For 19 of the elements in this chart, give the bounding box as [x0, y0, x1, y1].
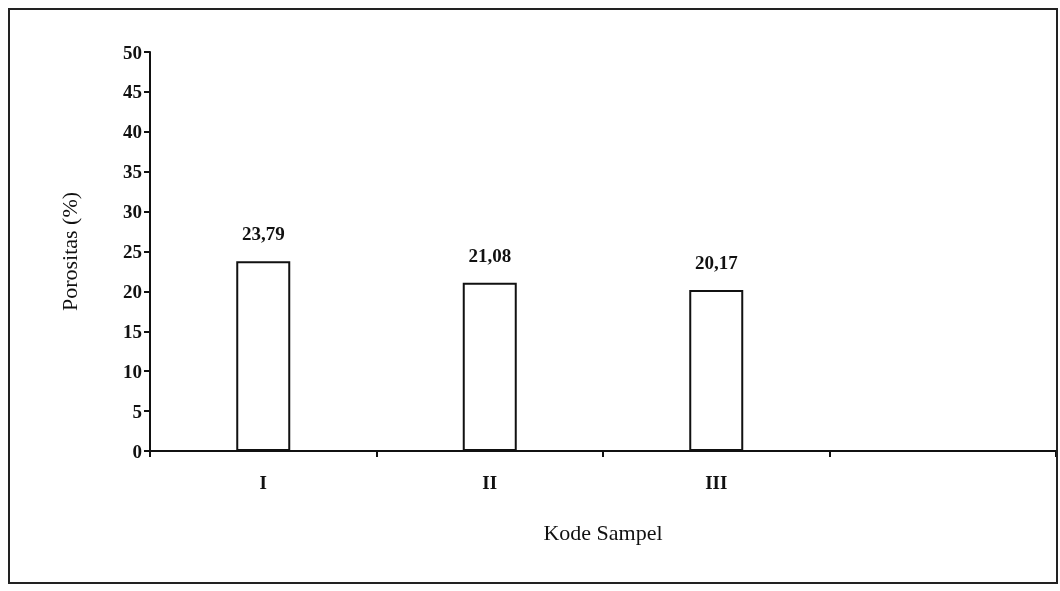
y-tick-label: 20 [123, 280, 142, 302]
y-tick-label: 0 [132, 440, 142, 462]
data-label: 20,17 [694, 252, 739, 274]
y-tick-label: 5 [132, 400, 142, 422]
y-tick-label: 30 [123, 201, 142, 223]
y-tick-label: 35 [123, 161, 142, 183]
y-tick-label: 25 [123, 241, 142, 262]
x-tick-label: I [259, 472, 267, 493]
data-label: 23,79 [241, 223, 285, 245]
y-tick-label: 15 [123, 320, 142, 342]
y-tick-label: 10 [123, 360, 142, 382]
y-tick-label: 40 [123, 121, 142, 143]
x-tick-label: III [705, 472, 728, 493]
y-axis-title: Porositas (%) [56, 191, 82, 312]
y-tick-label: 45 [123, 81, 142, 103]
x-axis-title: Kode Sampel [543, 519, 663, 545]
y-tick-label: 50 [123, 41, 142, 63]
data-label: 21,08 [468, 244, 512, 266]
x-tick-label: II [482, 472, 498, 493]
